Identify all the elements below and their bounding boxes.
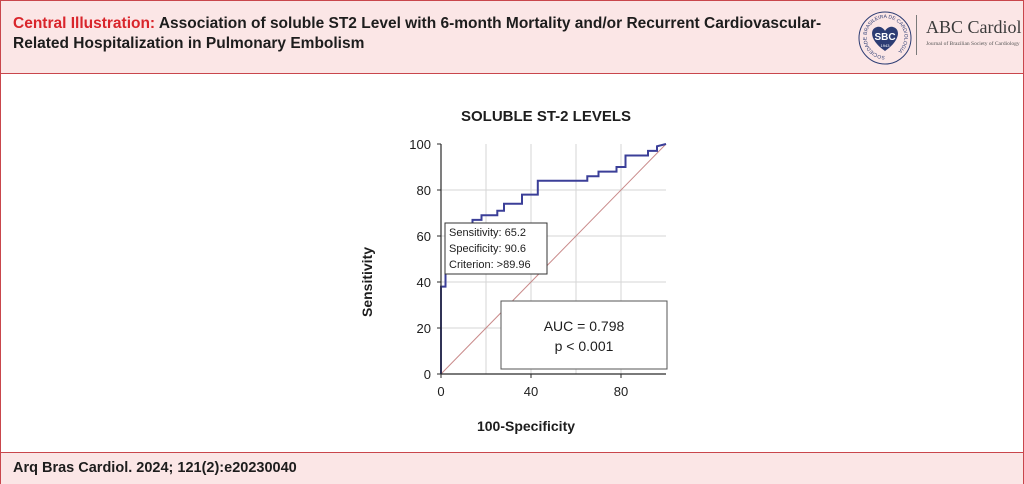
- y-tick-label: 0: [424, 367, 431, 382]
- roc-chart: SOLUBLE ST-2 LEVELS 0 20 40 60 80 100 0 40 80 Se…: [359, 108, 668, 434]
- tick-layer: 0 20 40 60 80 100 0 40 80: [409, 137, 628, 399]
- auc-box: [500, 300, 668, 370]
- criterion-sensitivity: Sensitivity: 65.2: [449, 227, 526, 239]
- reference-line-layer: [440, 143, 667, 375]
- x-axis-label: 100-Specificity: [477, 418, 575, 434]
- plot-frame-layer: [440, 144, 666, 375]
- auc-annotation: AUC = 0.798 p < 0.001: [500, 300, 668, 370]
- sbc-logo: SOCIEDADE BRASILEIRA DE CARDIOLOGIA SBC …: [858, 11, 912, 65]
- y-tick-label: 40: [417, 275, 431, 290]
- criterion-box: [444, 222, 548, 275]
- y-axis-label: Sensitivity: [359, 247, 375, 317]
- sbc-year: 1943: [881, 43, 891, 48]
- y-tick-label: 20: [417, 321, 431, 336]
- x-tick-label: 40: [524, 384, 538, 399]
- criterion-threshold: Criterion: >89.96: [449, 259, 531, 271]
- journal-brand-subtitle: Journal of Brazilian Society of Cardiolo…: [926, 41, 1020, 47]
- criterion-annotation: Sensitivity: 65.2 Specificity: 90.6 Crit…: [444, 222, 548, 275]
- illustration-title: Central Illustration: Association of sol…: [13, 14, 833, 54]
- logo-divider: [916, 15, 917, 55]
- x-tick-label: 80: [614, 384, 628, 399]
- illustration-heading: Association of soluble ST2 Level with 6-…: [13, 15, 822, 52]
- header-band: Central Illustration: Association of sol…: [1, 1, 1023, 74]
- criterion-specificity: Specificity: 90.6: [449, 243, 526, 255]
- illustration-label: Central Illustration:: [13, 15, 156, 32]
- citation: Arq Bras Cardiol. 2024; 121(2):e20230040: [13, 460, 297, 476]
- auc-value: AUC = 0.798: [544, 318, 625, 334]
- chart-title: SOLUBLE ST-2 LEVELS: [461, 108, 631, 125]
- footer-band: Arq Bras Cardiol. 2024; 121(2):e20230040: [1, 452, 1023, 484]
- y-tick-label: 60: [417, 229, 431, 244]
- sbc-text: SBC: [874, 32, 895, 43]
- sbc-heart-icon: [872, 26, 898, 51]
- y-tick-label: 80: [417, 183, 431, 198]
- journal-brand: ABC Cardiol: [926, 17, 1022, 37]
- x-tick-label: 0: [437, 384, 444, 399]
- reference-diagonal: [440, 143, 667, 375]
- p-value: p < 0.001: [555, 338, 614, 354]
- y-tick-label: 100: [409, 137, 431, 152]
